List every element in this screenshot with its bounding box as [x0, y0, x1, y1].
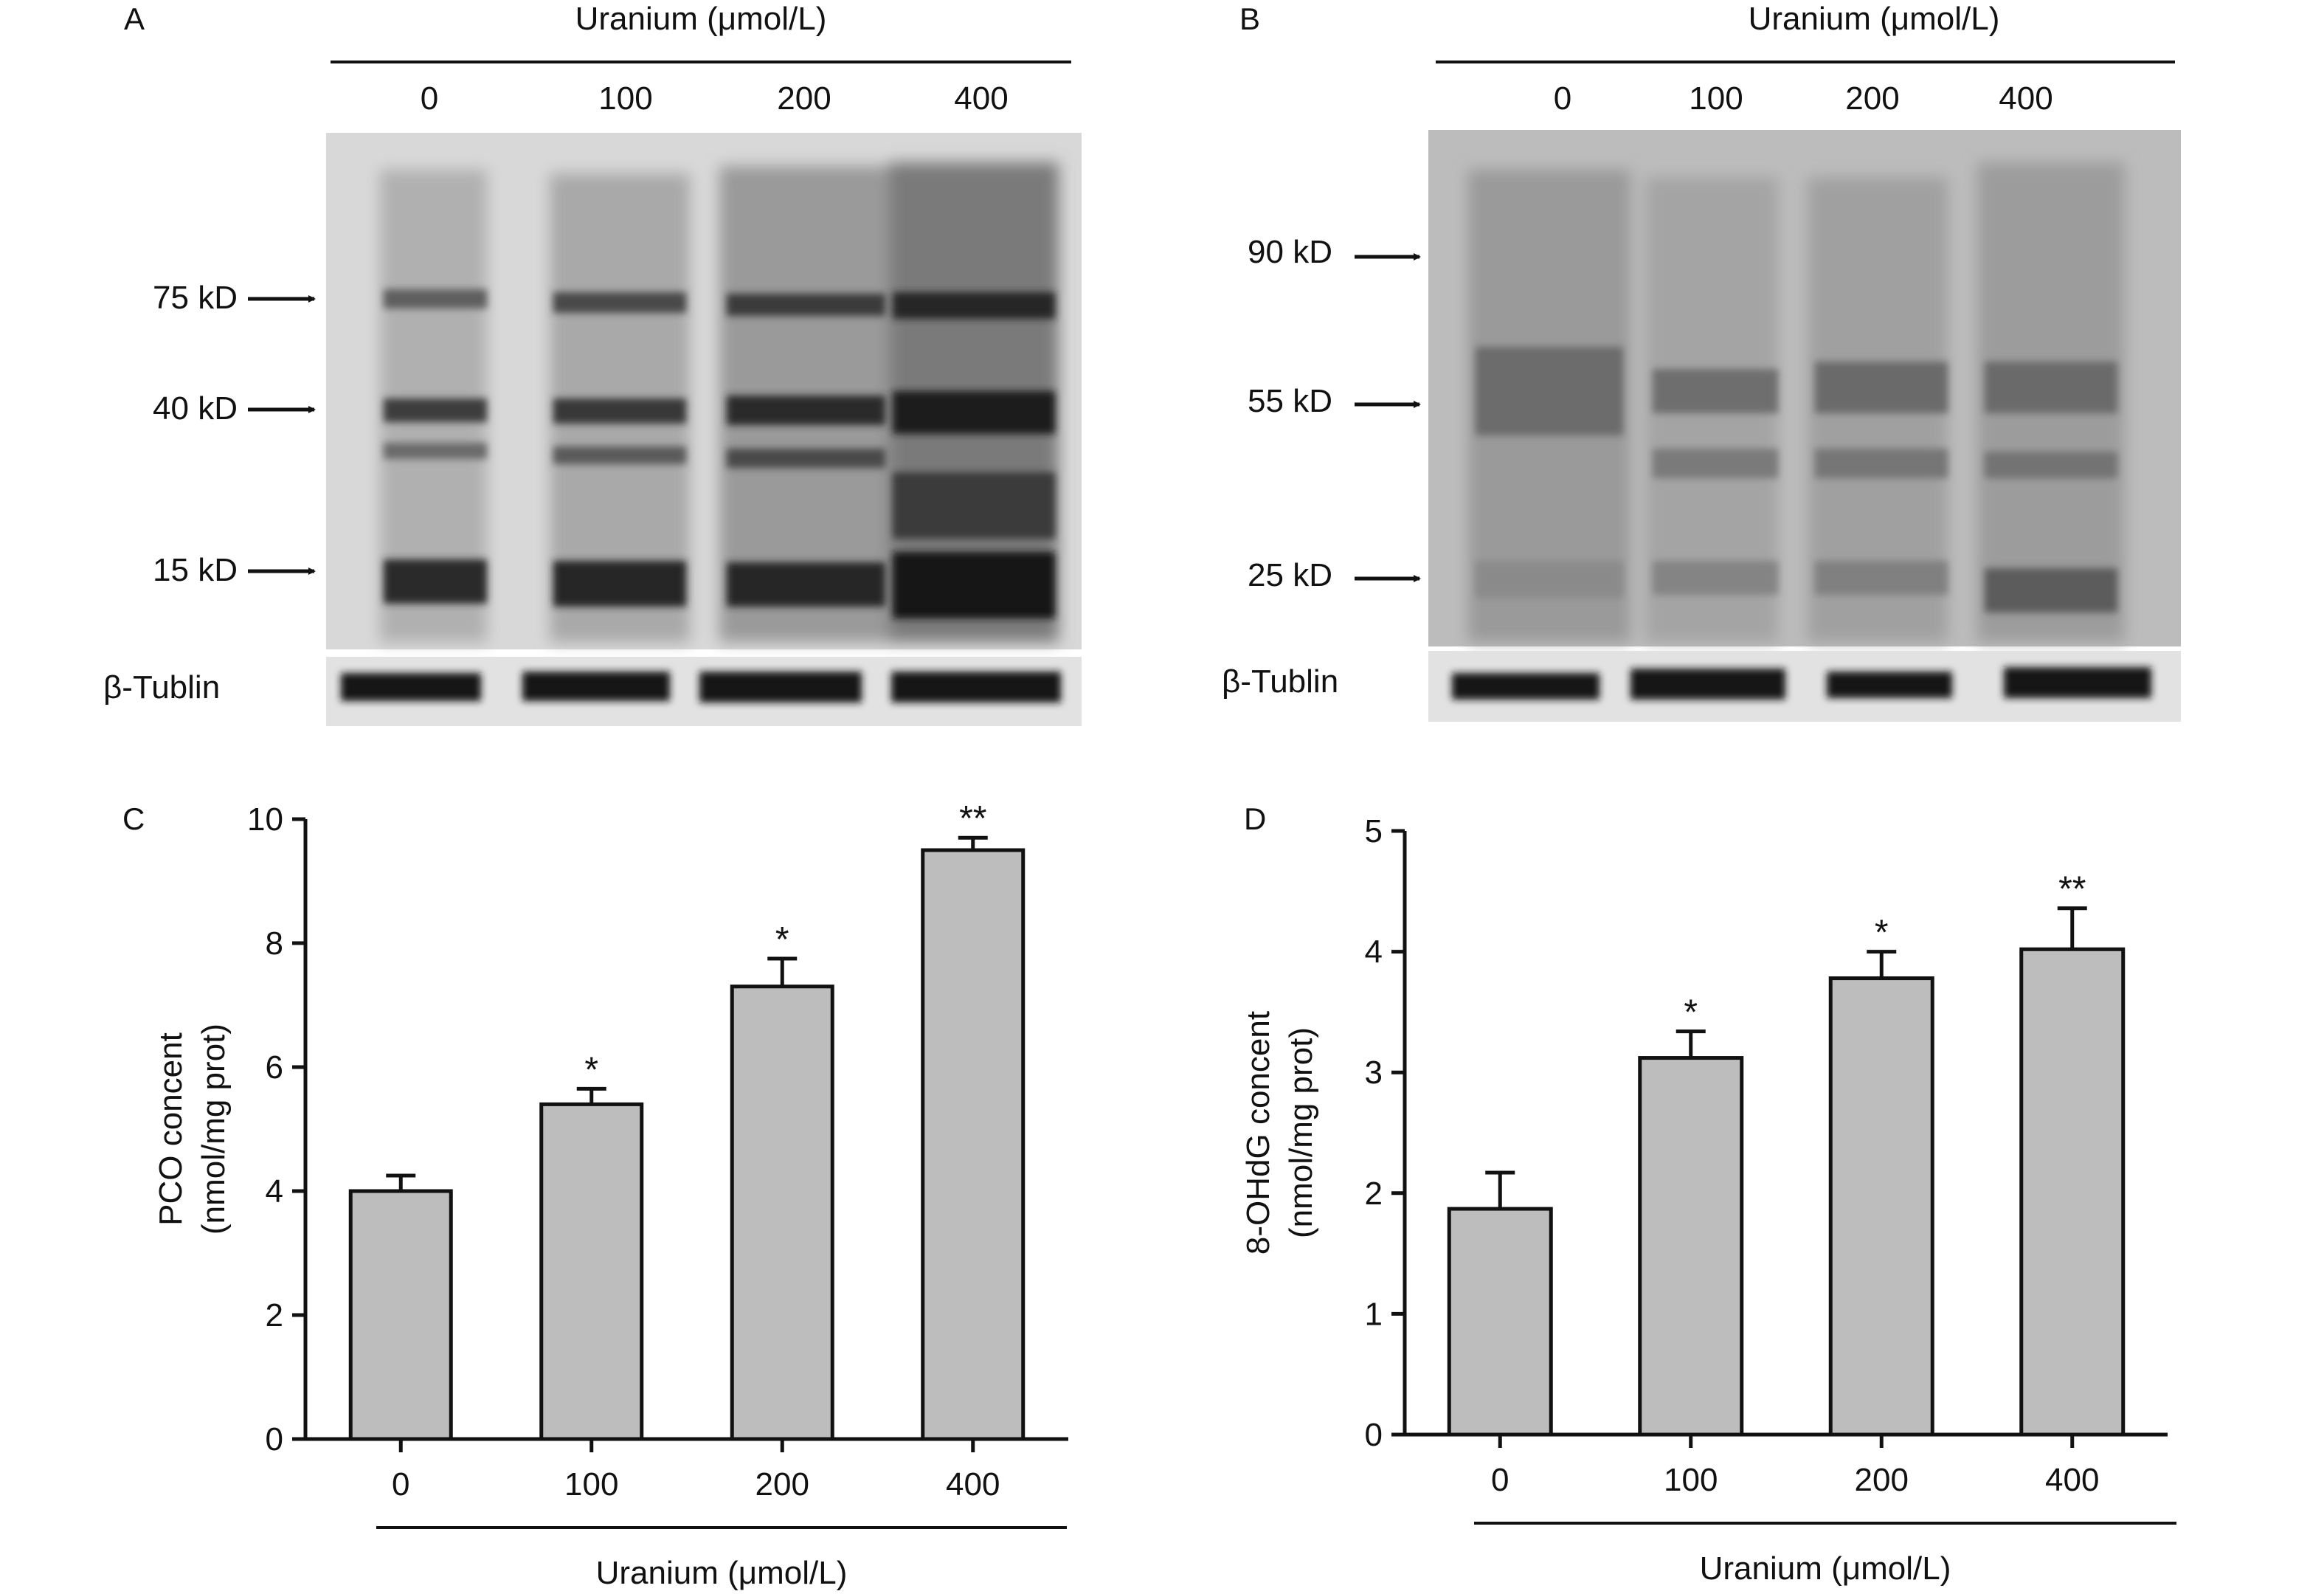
panel-c-label: C — [122, 801, 145, 836]
panel-b: B Uranium (μmol/L) 0 100 200 400 — [1222, 1, 2181, 722]
panel-d: D 0 1 2 3 4 5 8-OHdG concent (nmol/mg prot) 0 100… — [1240, 801, 2176, 1587]
significance-label: * — [1875, 914, 1889, 953]
chart-c: 0 2 4 6 8 10 PCO concent (nmol/mg prot) 0 100 * 200… — [153, 799, 1068, 1591]
panel-a-blot — [326, 133, 1082, 649]
panel-a-lane-label: 0 — [421, 80, 438, 117]
significance-label: ** — [959, 799, 986, 838]
y-tick-label: 1 — [1365, 1296, 1383, 1332]
panel-b-lane-label: 200 — [1845, 80, 1899, 117]
x-tick-label: 0 — [1491, 1462, 1509, 1498]
y-tick-label: 8 — [266, 925, 283, 962]
significance-label: ** — [2058, 870, 2086, 909]
panel-b-marker-label: 25 kD — [1248, 557, 1332, 593]
panel-b-lane-label: 0 — [1554, 80, 1571, 117]
x-tick-label: 200 — [755, 1466, 809, 1502]
y-axis-title-line: (nmol/mg prot) — [1283, 1027, 1319, 1238]
panel-b-lane-label: 100 — [1689, 80, 1743, 117]
bar — [730, 984, 834, 1441]
y-tick-label: 6 — [266, 1049, 283, 1086]
x-tick-label: 200 — [1855, 1462, 1909, 1498]
panel-a-lane-label: 200 — [777, 80, 831, 117]
x-axis-title: Uranium (μmol/L) — [1700, 1550, 1951, 1587]
y-tick-label: 2 — [1365, 1176, 1383, 1212]
y-tick-label: 2 — [266, 1297, 283, 1333]
significance-label: * — [1684, 993, 1698, 1032]
x-tick-label: 0 — [392, 1466, 409, 1502]
bar — [539, 1102, 644, 1441]
y-axis-title: PCO concent (nmol/mg prot) — [153, 1024, 232, 1235]
bar — [2019, 947, 2126, 1437]
panel-b-loading-blot — [1428, 651, 2181, 722]
panel-a-marker-label: 40 kD — [153, 390, 238, 427]
x-tick-label: 400 — [946, 1466, 1000, 1502]
significance-label: * — [775, 920, 789, 959]
panel-a: A Uranium (μmol/L) 0 100 200 400 — [103, 1, 1082, 726]
panel-d-label: D — [1244, 801, 1266, 836]
bar — [921, 848, 1026, 1441]
bar — [1828, 976, 1934, 1437]
panel-b-lane-label: 400 — [1999, 80, 2052, 117]
panel-c: C 0 2 4 6 8 10 PCO concent (nmol/mg prot) 0 100 * 2… — [122, 799, 1068, 1591]
y-tick-label: 0 — [266, 1421, 283, 1457]
panel-a-header: Uranium (μmol/L) — [575, 1, 827, 37]
x-tick-label: 100 — [1664, 1462, 1718, 1498]
y-axis-title-line: PCO concent — [153, 1032, 189, 1226]
bar — [1447, 1207, 1553, 1437]
chart-d: 0 1 2 3 4 5 8-OHdG concent (nmol/mg prot) 0 100 * 2… — [1240, 813, 2176, 1587]
panel-a-marker-label: 15 kD — [153, 552, 238, 588]
y-tick-label: 4 — [266, 1173, 283, 1210]
y-tick-label: 3 — [1365, 1055, 1383, 1091]
panel-a-marker-label: 75 kD — [153, 280, 238, 316]
y-axis-title-line: 8-OHdG concent — [1240, 1011, 1276, 1255]
x-tick-label: 400 — [2045, 1462, 2099, 1498]
y-axis-title-line: (nmol/mg prot) — [196, 1024, 232, 1235]
y-axis-title: 8-OHdG concent (nmol/mg prot) — [1240, 1011, 1319, 1255]
panel-a-lane-label: 400 — [954, 80, 1008, 117]
panel-a-label: A — [124, 1, 145, 36]
panel-b-marker-label: 55 kD — [1248, 383, 1332, 419]
y-tick-label: 5 — [1365, 813, 1383, 849]
y-tick-label: 10 — [247, 801, 283, 838]
x-axis-title: Uranium (μmol/L) — [596, 1555, 848, 1591]
panel-b-loading-label: β-Tublin — [1222, 663, 1338, 700]
panel-a-loading-label: β-Tublin — [103, 669, 220, 705]
bar — [348, 1189, 453, 1441]
bar — [1638, 1056, 1744, 1437]
panel-a-loading-blot — [326, 657, 1082, 726]
panel-a-lane-label: 100 — [598, 80, 652, 117]
panel-b-header: Uranium (μmol/L) — [1749, 1, 2000, 37]
significance-label: * — [584, 1050, 598, 1089]
y-tick-label: 4 — [1365, 934, 1383, 970]
x-tick-label: 100 — [564, 1466, 618, 1502]
panel-b-marker-label: 90 kD — [1248, 234, 1332, 270]
y-tick-label: 0 — [1365, 1417, 1383, 1453]
panel-b-label: B — [1239, 1, 1260, 36]
panel-b-blot — [1428, 130, 2181, 646]
